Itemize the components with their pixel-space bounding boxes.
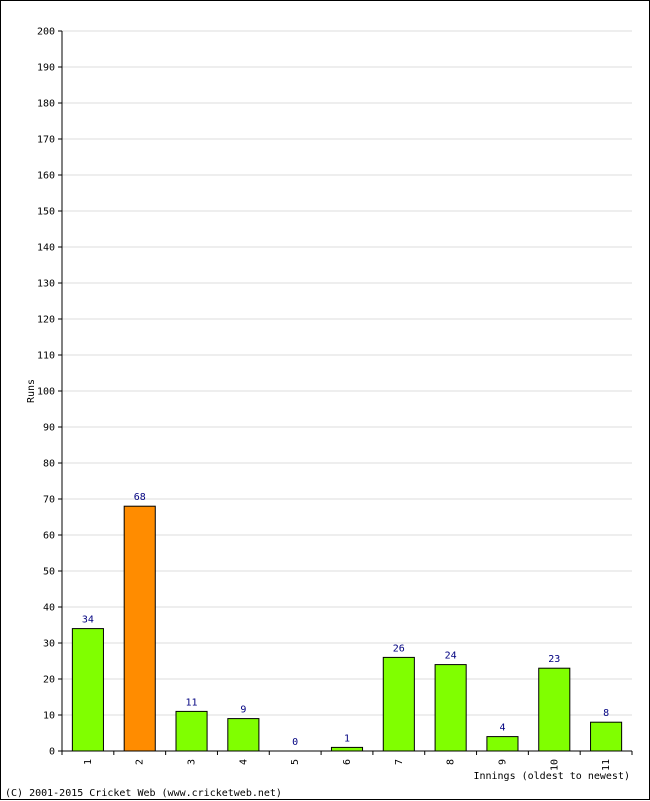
y-tick-label: 60 [43,531,55,542]
y-tick-label: 70 [43,495,55,506]
y-tick-label: 90 [43,423,55,434]
x-tick-label: 10 [549,759,560,771]
y-tick-label: 120 [37,315,55,326]
y-tick-label: 140 [37,243,55,254]
x-tick-label: 6 [342,759,353,765]
bar [227,718,260,752]
y-tick-label: 10 [43,711,55,722]
x-tick-label: 5 [290,759,301,765]
y-tick-label: 0 [49,747,55,758]
x-tick-label: 7 [394,759,405,765]
y-tick-label: 80 [43,459,55,470]
y-tick-label: 50 [43,567,55,578]
bar-value-label: 0 [292,737,298,748]
y-tick-label: 180 [37,99,55,110]
bar [538,667,571,752]
data-labels: 34 68 11 9 0 1 26 24 4 23 8 [82,492,609,748]
bar-value-label: 1 [344,733,350,744]
bar [71,628,104,752]
x-tick-label: 4 [238,759,249,765]
bars [71,505,623,752]
bar [382,656,415,752]
bar-value-label: 4 [499,723,505,734]
y-axis-ticks: 0 10 20 30 40 50 60 70 80 90 100 110 120 130 140 150 160… [37,27,62,758]
bar [486,736,519,752]
x-tick-label: 2 [135,759,146,765]
x-axis-title: Innings (oldest to newest) [473,771,630,782]
y-tick-label: 150 [37,207,55,218]
bar [434,664,467,752]
gridlines [62,30,632,716]
bar [330,746,364,752]
y-tick-label: 110 [37,351,55,362]
bar [123,505,156,752]
x-axis-ticks: 1 2 3 4 5 6 7 8 9 10 11 [61,751,633,771]
x-tick-label: 1 [83,759,94,765]
bar [175,710,208,752]
y-tick-label: 190 [37,63,55,74]
x-tick-label: 8 [446,759,457,765]
x-tick-label: 3 [187,759,198,765]
bar [590,721,623,752]
copyright-text: (C) 2001-2015 Cricket Web (www.cricketwe… [5,788,282,799]
y-tick-label: 200 [37,27,55,38]
bar-value-label: 9 [240,705,246,716]
y-tick-label: 130 [37,279,55,290]
x-tick-label: 11 [601,759,612,771]
bar-value-label: 26 [393,643,405,654]
bar-value-label: 34 [82,615,94,626]
bar-value-label: 23 [548,654,560,665]
x-tick-label: 9 [497,759,508,765]
bar-value-label: 11 [186,697,198,708]
bar-value-label: 68 [134,492,146,503]
y-tick-label: 170 [37,135,55,146]
bar-value-label: 8 [603,708,609,719]
y-axis-title: Runs [26,379,37,403]
bar-value-label: 24 [445,651,457,662]
y-tick-label: 100 [37,387,55,398]
y-tick-label: 40 [43,603,55,614]
y-tick-label: 160 [37,171,55,182]
y-tick-label: 30 [43,639,55,650]
y-tick-label: 20 [43,675,55,686]
